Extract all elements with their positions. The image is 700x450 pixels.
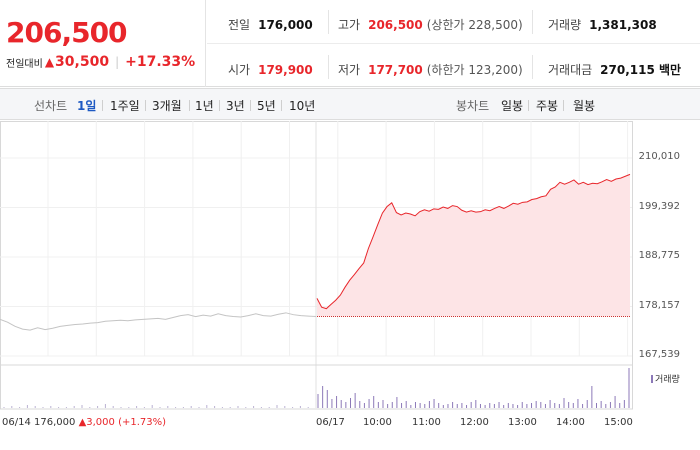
today-price-line — [316, 173, 631, 310]
tab-monthly-candle[interactable]: 월봉 — [573, 99, 596, 113]
prev-day-close: 176,000 — [34, 417, 76, 428]
tab-3year[interactable]: 3년 — [226, 99, 245, 113]
stat-open: 시가 179,900 — [228, 61, 313, 78]
prev-day-rate: (+1.73%) — [118, 417, 167, 428]
prev-day-line — [0, 312, 317, 331]
stat-volume: 거래량 1,381,308 — [548, 16, 657, 33]
stat-value: 1,381,308 — [589, 17, 657, 32]
prev-day-date: 06/14 — [2, 417, 31, 428]
tab-5year[interactable]: 5년 — [257, 99, 276, 113]
y-tick-label: 199,392 — [638, 201, 680, 212]
tab-10year[interactable]: 10년 — [289, 99, 316, 113]
stat-col-divider — [532, 10, 533, 34]
tab-divider — [102, 100, 103, 111]
candle-chart-label: 봉차트 — [456, 99, 490, 113]
price-change: 전일대비 ▲ 30,500 | +17.33% — [6, 54, 195, 70]
tab-divider — [528, 100, 529, 111]
tab-1year[interactable]: 1년 — [195, 99, 214, 113]
stat-label: 시가 — [228, 63, 251, 77]
change-amount: 30,500 — [55, 54, 110, 70]
stat-low: 저가 177,700 (하한가 123,200) — [338, 61, 523, 78]
y-tick-label: 178,157 — [638, 300, 680, 311]
stat-trade-value: 거래대금 270,115 백만 — [548, 61, 681, 78]
y-tick-label: 188,775 — [638, 250, 680, 261]
x-tick-label: 06/17 — [316, 417, 345, 428]
tab-1week[interactable]: 1주일 — [110, 99, 140, 113]
tab-3month[interactable]: 3개월 — [152, 99, 182, 113]
up-triangle-icon: ▲ — [44, 55, 55, 69]
tab-divider — [250, 100, 251, 111]
chart-canvas — [0, 121, 633, 410]
stat-col-divider — [532, 55, 533, 79]
stat-value: 176,000 — [258, 17, 313, 32]
stat-label: 전일 — [228, 18, 251, 32]
price-chart: 210,010 199,392 188,775 178,157 167,539 … — [0, 121, 700, 450]
tab-1day[interactable]: 1일 — [77, 99, 97, 113]
stat-value: 177,700 — [368, 62, 423, 77]
tab-daily-candle[interactable]: 일봉 — [501, 99, 524, 113]
upper-limit: (상한가 228,500) — [426, 18, 523, 32]
today-area-fill — [317, 174, 630, 317]
tab-divider — [563, 100, 564, 111]
stat-value: 270,115 백만 — [600, 63, 682, 77]
y-tick-label: 210,010 — [638, 151, 680, 162]
y-tick-label: 167,539 — [638, 349, 680, 360]
lower-limit: (하한가 123,200) — [426, 63, 523, 77]
x-tick-label: 10:00 — [363, 417, 392, 428]
stat-label: 고가 — [338, 18, 361, 32]
tab-divider — [281, 100, 282, 111]
stat-label: 저가 — [338, 63, 361, 77]
stat-col-divider — [328, 55, 329, 79]
tab-divider — [145, 100, 146, 111]
stat-high: 고가 206,500 (상한가 228,500) — [338, 16, 523, 33]
tab-divider — [189, 100, 190, 111]
volume-swatch — [651, 374, 653, 383]
chart-period-tabs: 선차트 1일 1주일 3개월 1년 3년 5년 10년 봉차트 일봉 주봉 월봉 — [0, 88, 700, 120]
stat-value: 206,500 — [368, 17, 423, 32]
x-tick-label: 11:00 — [412, 417, 441, 428]
stat-label: 거래대금 — [548, 63, 593, 77]
line-chart-label: 선차트 — [34, 99, 68, 113]
current-price: 206,500 — [6, 16, 128, 49]
change-label: 전일대비 — [6, 58, 43, 70]
stat-row-divider — [207, 43, 700, 44]
change-rate: +17.33% — [125, 54, 196, 70]
quote-panel: 206,500 전일대비 ▲ 30,500 | +17.33% 전일 176,0… — [0, 0, 700, 87]
stat-value: 179,900 — [258, 62, 313, 77]
x-tick-label: 14:00 — [556, 417, 585, 428]
x-tick-label: 15:00 — [604, 417, 633, 428]
stat-col-divider — [328, 10, 329, 34]
divider: | — [115, 55, 120, 69]
stat-label: 거래량 — [548, 18, 582, 32]
tab-weekly-candle[interactable]: 주봉 — [536, 99, 559, 113]
price-box: 206,500 전일대비 ▲ 30,500 | +17.33% — [0, 0, 206, 87]
volume-legend-label: 거래량 — [655, 375, 680, 385]
prev-day-info: 06/14 176,000 ▲3,000 (+1.73%) — [2, 417, 166, 428]
up-triangle-icon: ▲ — [78, 417, 87, 428]
volume-legend: 거래량 — [651, 372, 680, 385]
x-tick-label: 12:00 — [460, 417, 489, 428]
x-tick-label: 13:00 — [508, 417, 537, 428]
stat-prev-close: 전일 176,000 — [228, 16, 313, 33]
prev-day-change: 3,000 — [86, 417, 115, 428]
tab-divider — [219, 100, 220, 111]
